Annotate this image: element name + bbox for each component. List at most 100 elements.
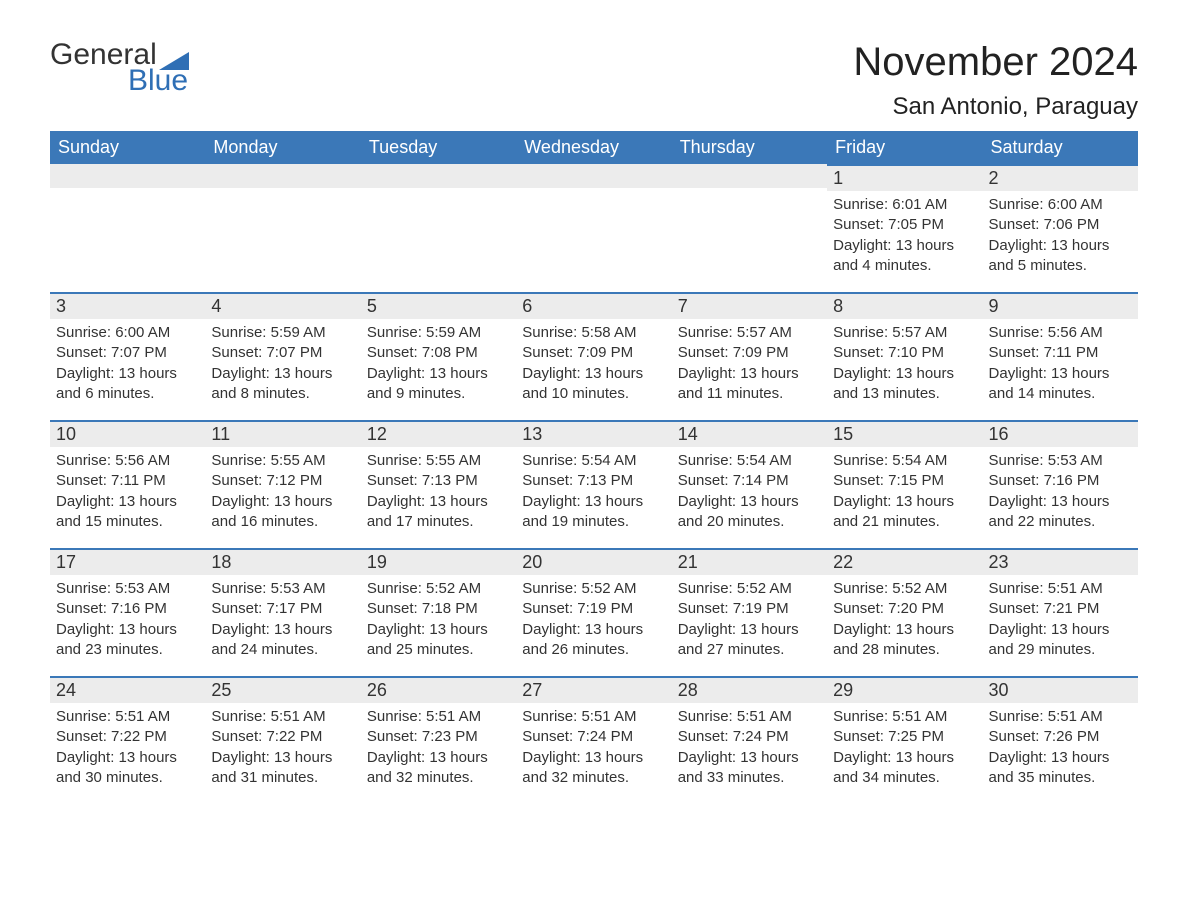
sunrise-line: Sunrise: 5:51 AM: [522, 707, 665, 727]
week-row: 1Sunrise: 6:01 AMSunset: 7:05 PMDaylight…: [50, 164, 1138, 292]
day-number: 4: [205, 292, 360, 319]
day-body: Sunrise: 5:57 AMSunset: 7:10 PMDaylight:…: [827, 319, 982, 408]
day-cell: [205, 164, 360, 292]
sunrise-line: Sunrise: 5:53 AM: [211, 579, 354, 599]
month-title: November 2024: [853, 40, 1138, 85]
day-cell: 24Sunrise: 5:51 AMSunset: 7:22 PMDayligh…: [50, 676, 205, 804]
day-body: Sunrise: 5:51 AMSunset: 7:22 PMDaylight:…: [50, 703, 205, 792]
day-cell: 25Sunrise: 5:51 AMSunset: 7:22 PMDayligh…: [205, 676, 360, 804]
day-cell: 9Sunrise: 5:56 AMSunset: 7:11 PMDaylight…: [983, 292, 1138, 420]
sunrise-line: Sunrise: 5:54 AM: [522, 451, 665, 471]
sunset-line: Sunset: 7:22 PM: [211, 727, 354, 747]
week-row: 17Sunrise: 5:53 AMSunset: 7:16 PMDayligh…: [50, 548, 1138, 676]
day-cell: [516, 164, 671, 292]
day-number: 9: [983, 292, 1138, 319]
day-body: Sunrise: 5:57 AMSunset: 7:09 PMDaylight:…: [672, 319, 827, 408]
day-cell: 1Sunrise: 6:01 AMSunset: 7:05 PMDaylight…: [827, 164, 982, 292]
day-body: Sunrise: 5:55 AMSunset: 7:13 PMDaylight:…: [361, 447, 516, 536]
daylight-line: Daylight: 13 hours and 35 minutes.: [989, 748, 1132, 789]
sunset-line: Sunset: 7:17 PM: [211, 599, 354, 619]
sunrise-line: Sunrise: 5:55 AM: [367, 451, 510, 471]
sunrise-line: Sunrise: 5:51 AM: [56, 707, 199, 727]
daylight-line: Daylight: 13 hours and 10 minutes.: [522, 364, 665, 405]
sunset-line: Sunset: 7:24 PM: [678, 727, 821, 747]
sunrise-line: Sunrise: 6:00 AM: [989, 195, 1132, 215]
day-number: 10: [50, 420, 205, 447]
day-cell: 28Sunrise: 5:51 AMSunset: 7:24 PMDayligh…: [672, 676, 827, 804]
sunrise-line: Sunrise: 5:53 AM: [56, 579, 199, 599]
day-body: Sunrise: 5:59 AMSunset: 7:07 PMDaylight:…: [205, 319, 360, 408]
day-number: 5: [361, 292, 516, 319]
daylight-line: Daylight: 13 hours and 32 minutes.: [367, 748, 510, 789]
day-body: Sunrise: 6:01 AMSunset: 7:05 PMDaylight:…: [827, 191, 982, 280]
dow-header-wednesday: Wednesday: [516, 131, 671, 164]
day-number: 14: [672, 420, 827, 447]
sunrise-line: Sunrise: 5:51 AM: [989, 579, 1132, 599]
sunset-line: Sunset: 7:05 PM: [833, 215, 976, 235]
day-body: Sunrise: 5:53 AMSunset: 7:16 PMDaylight:…: [983, 447, 1138, 536]
daylight-line: Daylight: 13 hours and 23 minutes.: [56, 620, 199, 661]
daylight-line: Daylight: 13 hours and 8 minutes.: [211, 364, 354, 405]
sunrise-line: Sunrise: 5:52 AM: [522, 579, 665, 599]
day-number: 2: [983, 164, 1138, 191]
daylight-line: Daylight: 13 hours and 4 minutes.: [833, 236, 976, 277]
daylight-line: Daylight: 13 hours and 29 minutes.: [989, 620, 1132, 661]
daylight-line: Daylight: 13 hours and 24 minutes.: [211, 620, 354, 661]
day-number: 30: [983, 676, 1138, 703]
sunrise-line: Sunrise: 5:54 AM: [678, 451, 821, 471]
dow-header-monday: Monday: [205, 131, 360, 164]
sunset-line: Sunset: 7:07 PM: [56, 343, 199, 363]
day-body: Sunrise: 5:52 AMSunset: 7:20 PMDaylight:…: [827, 575, 982, 664]
sunrise-line: Sunrise: 5:56 AM: [989, 323, 1132, 343]
location-subtitle: San Antonio, Paraguay: [853, 93, 1138, 121]
daylight-line: Daylight: 13 hours and 19 minutes.: [522, 492, 665, 533]
empty-day-bar: [672, 164, 827, 188]
day-cell: 30Sunrise: 5:51 AMSunset: 7:26 PMDayligh…: [983, 676, 1138, 804]
day-cell: 4Sunrise: 5:59 AMSunset: 7:07 PMDaylight…: [205, 292, 360, 420]
day-cell: 7Sunrise: 5:57 AMSunset: 7:09 PMDaylight…: [672, 292, 827, 420]
daylight-line: Daylight: 13 hours and 20 minutes.: [678, 492, 821, 533]
day-body: Sunrise: 5:55 AMSunset: 7:12 PMDaylight:…: [205, 447, 360, 536]
sunset-line: Sunset: 7:15 PM: [833, 471, 976, 491]
day-cell: 10Sunrise: 5:56 AMSunset: 7:11 PMDayligh…: [50, 420, 205, 548]
sunrise-line: Sunrise: 5:57 AM: [678, 323, 821, 343]
sunrise-line: Sunrise: 5:51 AM: [367, 707, 510, 727]
day-number: 29: [827, 676, 982, 703]
day-body: Sunrise: 5:54 AMSunset: 7:13 PMDaylight:…: [516, 447, 671, 536]
day-body: Sunrise: 6:00 AMSunset: 7:06 PMDaylight:…: [983, 191, 1138, 280]
day-number: 1: [827, 164, 982, 191]
sunset-line: Sunset: 7:16 PM: [56, 599, 199, 619]
header: General Blue November 2024 San Antonio, …: [50, 40, 1138, 121]
daylight-line: Daylight: 13 hours and 25 minutes.: [367, 620, 510, 661]
day-cell: 21Sunrise: 5:52 AMSunset: 7:19 PMDayligh…: [672, 548, 827, 676]
daylight-line: Daylight: 13 hours and 31 minutes.: [211, 748, 354, 789]
daylight-line: Daylight: 13 hours and 22 minutes.: [989, 492, 1132, 533]
sunrise-line: Sunrise: 5:55 AM: [211, 451, 354, 471]
empty-day-bar: [516, 164, 671, 188]
day-cell: 14Sunrise: 5:54 AMSunset: 7:14 PMDayligh…: [672, 420, 827, 548]
daylight-line: Daylight: 13 hours and 21 minutes.: [833, 492, 976, 533]
day-body: Sunrise: 5:52 AMSunset: 7:19 PMDaylight:…: [516, 575, 671, 664]
sunrise-line: Sunrise: 5:52 AM: [367, 579, 510, 599]
title-block: November 2024 San Antonio, Paraguay: [853, 40, 1138, 121]
day-number: 13: [516, 420, 671, 447]
day-cell: [672, 164, 827, 292]
day-number: 28: [672, 676, 827, 703]
daylight-line: Daylight: 13 hours and 30 minutes.: [56, 748, 199, 789]
day-body: Sunrise: 5:51 AMSunset: 7:23 PMDaylight:…: [361, 703, 516, 792]
sunset-line: Sunset: 7:19 PM: [678, 599, 821, 619]
day-cell: 11Sunrise: 5:55 AMSunset: 7:12 PMDayligh…: [205, 420, 360, 548]
daylight-line: Daylight: 13 hours and 11 minutes.: [678, 364, 821, 405]
sunrise-line: Sunrise: 6:00 AM: [56, 323, 199, 343]
week-row: 10Sunrise: 5:56 AMSunset: 7:11 PMDayligh…: [50, 420, 1138, 548]
day-cell: 20Sunrise: 5:52 AMSunset: 7:19 PMDayligh…: [516, 548, 671, 676]
day-cell: 5Sunrise: 5:59 AMSunset: 7:08 PMDaylight…: [361, 292, 516, 420]
day-cell: 3Sunrise: 6:00 AMSunset: 7:07 PMDaylight…: [50, 292, 205, 420]
day-body: Sunrise: 5:56 AMSunset: 7:11 PMDaylight:…: [50, 447, 205, 536]
dow-header-thursday: Thursday: [672, 131, 827, 164]
sunrise-line: Sunrise: 5:52 AM: [678, 579, 821, 599]
day-number: 16: [983, 420, 1138, 447]
day-number: 7: [672, 292, 827, 319]
daylight-line: Daylight: 13 hours and 6 minutes.: [56, 364, 199, 405]
calendar-table: SundayMondayTuesdayWednesdayThursdayFrid…: [50, 131, 1138, 804]
